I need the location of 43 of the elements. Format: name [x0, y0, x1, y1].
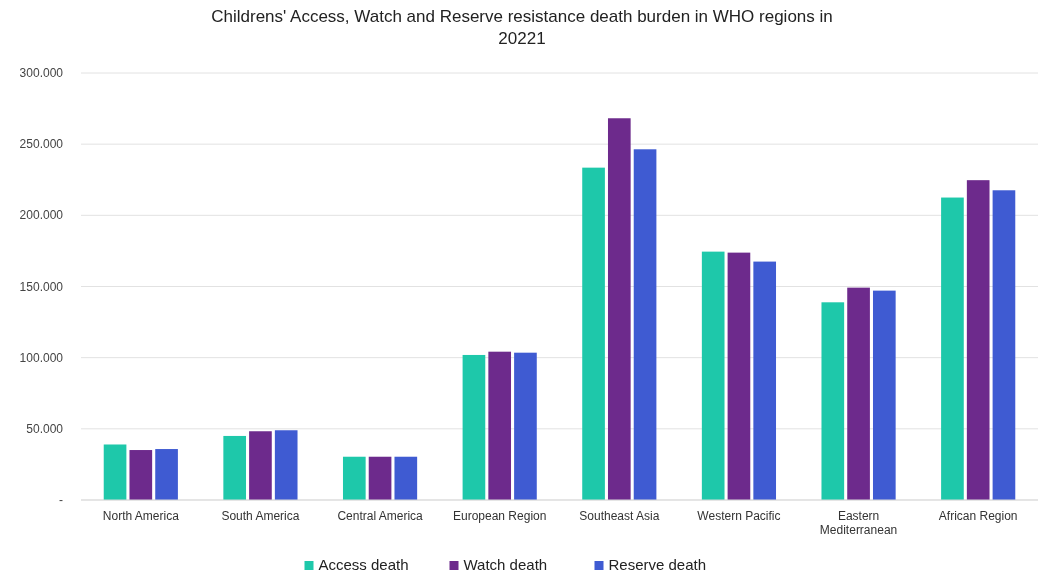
- bar: [249, 431, 272, 500]
- bar: [941, 197, 964, 500]
- bar: [847, 287, 870, 500]
- y-tick-label: 150.000: [19, 279, 64, 294]
- bar: [582, 167, 605, 500]
- x-tick-label: Central America: [337, 509, 424, 523]
- x-tick-label: Southeast Asia: [579, 509, 660, 523]
- chart-title: Childrens' Access, Watch and Reserve resistance death burden in WHO regions in 20221: [211, 7, 833, 48]
- bar: [488, 351, 512, 500]
- bar: [872, 290, 896, 500]
- bar: [992, 190, 1016, 500]
- x-tick-label: North America: [102, 509, 180, 523]
- x-tick-label: Eastern Mediterranean: [819, 509, 898, 537]
- y-tick-label: 50.000: [26, 421, 64, 436]
- legend-label: Reserve death: [608, 556, 707, 573]
- bar: [727, 252, 751, 500]
- bar: [342, 456, 366, 500]
- bar: [103, 444, 127, 500]
- bar: [129, 450, 153, 500]
- y-tick-label: -: [59, 493, 63, 507]
- bar: [155, 449, 178, 500]
- bar: [462, 354, 486, 500]
- legend-label: Watch death: [463, 556, 548, 573]
- bar: [821, 302, 845, 500]
- x-tick-label: European Region: [452, 509, 547, 523]
- y-tick-label: 100.000: [19, 350, 64, 365]
- bar: [223, 435, 247, 500]
- x-tick-label: African Region: [938, 509, 1018, 523]
- bar: [394, 456, 418, 500]
- bar: [368, 456, 392, 500]
- bar: [753, 261, 777, 500]
- bar: [607, 118, 631, 500]
- legend-label: Access death: [318, 556, 409, 573]
- x-tick-label: South America: [221, 509, 300, 523]
- bar: [701, 251, 725, 500]
- y-tick-label: 200.000: [19, 208, 64, 223]
- x-tick-label: Western Pacific: [697, 509, 781, 523]
- y-tick-label: 250.000: [19, 137, 64, 152]
- bar: [966, 180, 990, 500]
- bar: [633, 149, 657, 500]
- y-tick-label: 300.000: [19, 66, 64, 80]
- bar: [274, 430, 298, 500]
- bar: [514, 352, 537, 500]
